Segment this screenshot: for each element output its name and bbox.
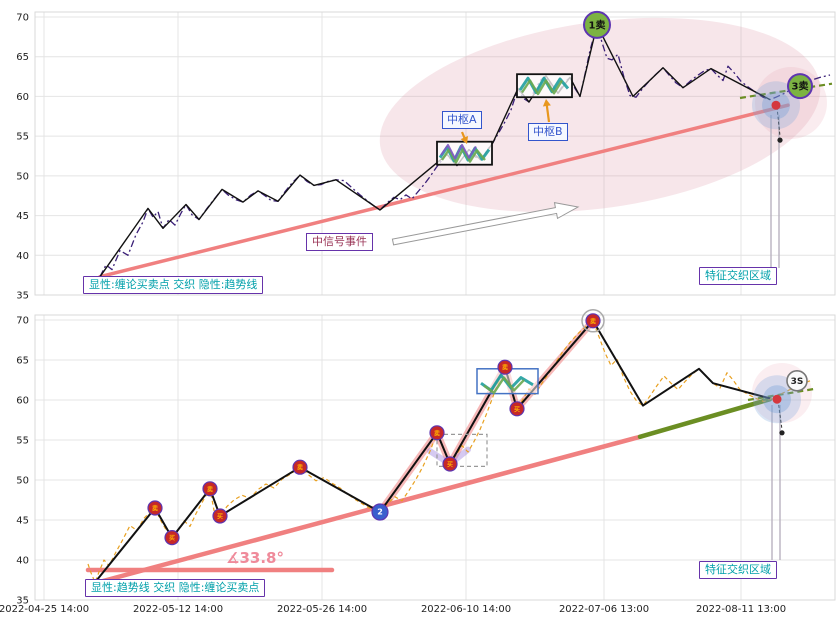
panel1-legend-label: 显性:缠论买卖点 交织 隐性:趋势线 bbox=[83, 276, 264, 294]
pivot-pointer-arrowhead bbox=[460, 136, 468, 144]
segment-overlay bbox=[376, 317, 597, 516]
y-tick-label: 35 bbox=[16, 596, 29, 607]
pivot-point-label: 买 bbox=[169, 534, 175, 542]
segment-line bbox=[94, 319, 771, 584]
pivot-point-marker bbox=[147, 500, 163, 516]
y-tick-label: 60 bbox=[16, 396, 29, 407]
pivot-point-label: 卖 bbox=[152, 505, 158, 513]
pivot-point-label: 买 bbox=[447, 461, 453, 469]
pivot-zigzag bbox=[441, 147, 486, 164]
pivot-point-label: 卖 bbox=[590, 317, 596, 325]
pivot-point-marker bbox=[292, 459, 308, 475]
pivot-point-label: 买 bbox=[217, 513, 223, 521]
sell-point-marker bbox=[787, 73, 813, 100]
sell-point-label: 1卖 bbox=[589, 18, 606, 31]
x-tick-label: 2022-05-12 14:00 bbox=[133, 604, 223, 615]
y-tick-label: 50 bbox=[16, 476, 29, 487]
trendline-angle-label: ∡33.8° bbox=[226, 549, 284, 567]
x-tick-label: 2022-04-25 14:00 bbox=[0, 604, 89, 615]
x-tick-label: 2022-06-10 14:00 bbox=[421, 604, 511, 615]
y-tick-label: 65 bbox=[16, 52, 29, 63]
price-line bbox=[87, 320, 811, 584]
y-tick-label: 40 bbox=[16, 251, 29, 262]
pivot-point-marker bbox=[442, 456, 458, 472]
third-sell-label: 3S bbox=[791, 377, 804, 387]
y-tick-label: 35 bbox=[16, 291, 29, 302]
drop-end-dot bbox=[777, 137, 783, 143]
pivot-zigzag bbox=[518, 76, 570, 94]
drop-end-dot bbox=[779, 430, 785, 436]
pivot-point-marker bbox=[585, 313, 601, 329]
pivot-pointer-arrow bbox=[545, 104, 551, 123]
y-tick-label: 45 bbox=[16, 516, 29, 527]
y-tick-label: 50 bbox=[16, 171, 29, 182]
x-tick-label: 2022-08-11 13:00 bbox=[696, 604, 786, 615]
pivot-zigzag bbox=[440, 143, 477, 160]
y-tick-label: 70 bbox=[16, 316, 29, 327]
panel1-feature-region-label: 特征交织区域 bbox=[699, 267, 777, 285]
trend-line bbox=[92, 434, 643, 586]
pivot-b-label: 中枢B bbox=[528, 123, 568, 141]
pivot-pointer-arrowhead bbox=[542, 99, 551, 107]
panel-1: 35 40 45 50 55 60 65 70 1卖 3卖 bbox=[16, 10, 836, 302]
trend-line bbox=[637, 396, 773, 440]
buy-point-marker bbox=[371, 503, 389, 521]
pivot-pointer-arrow bbox=[460, 131, 466, 139]
pivot-point-label: 卖 bbox=[434, 429, 440, 437]
panel2-feature-region-label: 特征交织区域 bbox=[699, 561, 777, 579]
third-sell-marker bbox=[786, 369, 808, 392]
signal-direction-arrow bbox=[391, 201, 580, 246]
sell-point-label: 3卖 bbox=[792, 80, 809, 93]
y-tick-label: 55 bbox=[16, 132, 29, 143]
pivot-zone-box bbox=[436, 433, 488, 467]
pivot-point-marker bbox=[429, 425, 445, 441]
pivot-zigzag bbox=[483, 376, 525, 394]
y-tick-label: 55 bbox=[16, 436, 29, 447]
x-tick-label: 2022-05-26 14:00 bbox=[277, 604, 367, 615]
pivot-point-label: 卖 bbox=[297, 464, 303, 472]
pivot-point-label: 2 bbox=[377, 508, 383, 517]
pivot-point-label: 卖 bbox=[207, 485, 213, 493]
y-tick-label: 45 bbox=[16, 211, 29, 222]
pivot-point-marker bbox=[202, 481, 218, 497]
plot-border bbox=[34, 314, 836, 601]
pivot-point-marker bbox=[212, 508, 228, 524]
signal-event-label: 中信号事件 bbox=[306, 233, 373, 251]
y-tick-label: 70 bbox=[16, 13, 29, 24]
trend-line bbox=[98, 103, 790, 279]
pivot-point-marker bbox=[164, 529, 180, 546]
panel2-legend-label: 显性:趋势线 交织 隐性:缠论买卖点 bbox=[85, 579, 266, 597]
marker-ring bbox=[581, 309, 605, 333]
x-tick-label: 2022-07-06 13:00 bbox=[559, 604, 649, 615]
auxiliary-dashed-line bbox=[747, 387, 816, 402]
auxiliary-dashed-line bbox=[739, 82, 833, 100]
sell-point-marker bbox=[583, 10, 611, 39]
plot-border bbox=[34, 11, 836, 296]
pivot-zigzag bbox=[521, 79, 564, 96]
y-tick-label: 65 bbox=[16, 356, 29, 367]
y-tick-label: 60 bbox=[16, 92, 29, 103]
pivot-point-marker bbox=[497, 359, 513, 375]
pivot-a-label: 中枢A bbox=[442, 111, 482, 129]
pivot-point-label: 卖 bbox=[502, 364, 508, 372]
signal-highlight-dot bbox=[772, 394, 782, 404]
signal-highlight-dot bbox=[771, 100, 781, 110]
pivot-point-marker bbox=[509, 401, 525, 417]
y-tick-label: 40 bbox=[16, 556, 29, 567]
pivot-point-label: 买 bbox=[514, 405, 520, 413]
